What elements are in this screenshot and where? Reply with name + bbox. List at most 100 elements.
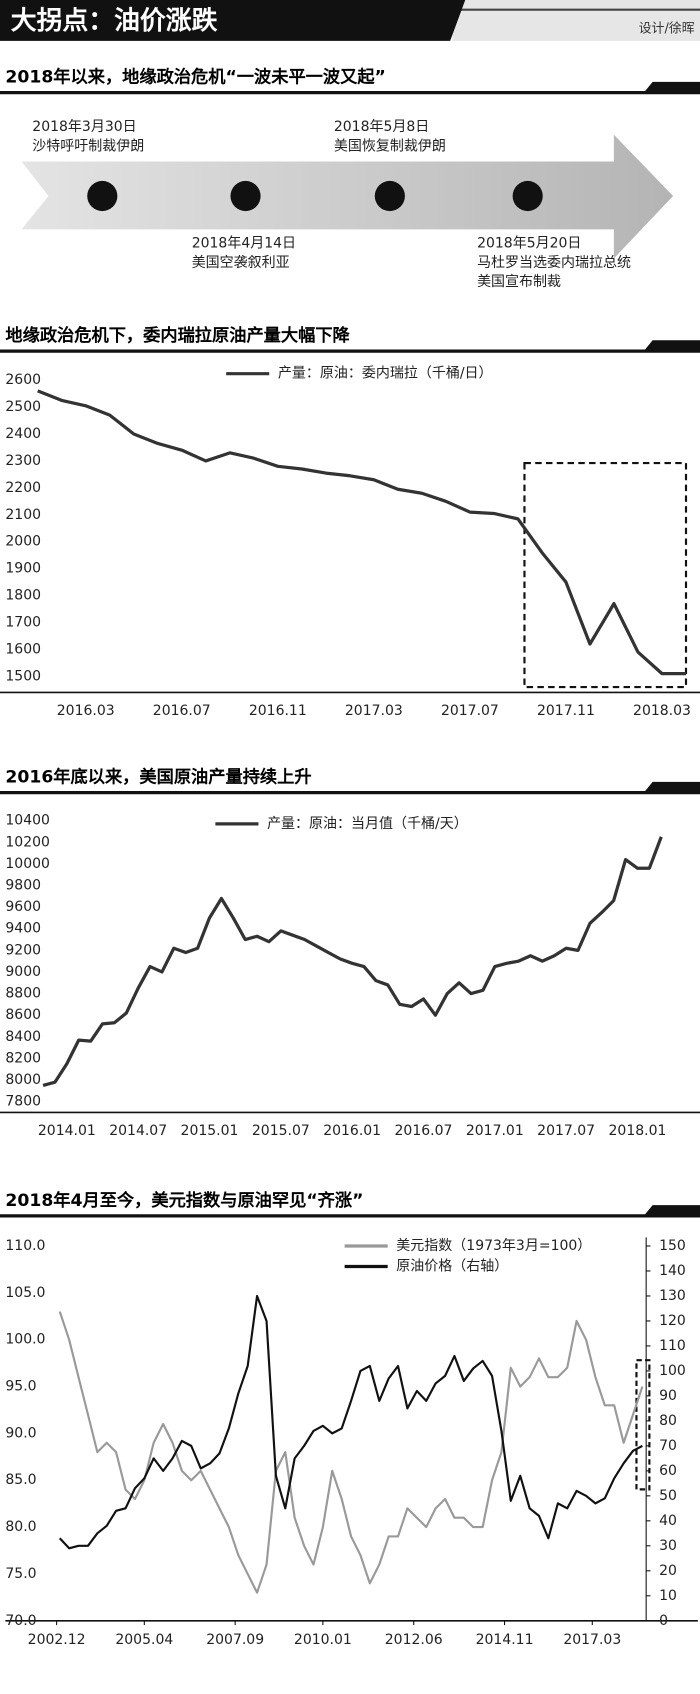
- series-line: [42, 836, 663, 1087]
- legend-label: 原油价格（右轴）: [396, 1258, 508, 1274]
- x-tick-label: 2018.01: [609, 1123, 667, 1139]
- y2-tick-label: 80: [659, 1413, 677, 1429]
- x-tick-label: 2015.07: [252, 1123, 310, 1139]
- y2-tick-label: 90: [659, 1388, 677, 1404]
- y-tick-label: 95.0: [5, 1379, 36, 1395]
- x-tick-label: 2010.01: [294, 1632, 352, 1648]
- y2-tick-label: 140: [659, 1263, 686, 1279]
- y-tick-label: 1700: [5, 614, 41, 630]
- y2-tick-label: 30: [659, 1538, 677, 1554]
- y2-tick-label: 100: [659, 1363, 686, 1379]
- timeline-dot: [512, 180, 543, 212]
- y-tick-label: 2100: [5, 507, 41, 523]
- event-text: 美国恢复制裁伊朗: [334, 137, 446, 154]
- x-tick-label: 2016.07: [153, 703, 211, 719]
- y-tick-label: 90.0: [5, 1425, 36, 1441]
- y-tick-label: 9400: [5, 921, 41, 937]
- y-tick-label: 1500: [5, 668, 41, 684]
- x-tick-label: 2016.01: [323, 1123, 381, 1139]
- page-title: 大拐点：油价涨跌: [11, 5, 218, 36]
- y2-tick-label: 60: [659, 1463, 677, 1479]
- y2-tick-label: 130: [659, 1288, 686, 1304]
- y-tick-label: 8400: [5, 1029, 41, 1045]
- x-tick-label: 2014.11: [476, 1632, 534, 1648]
- y-tick-label: 8800: [5, 986, 41, 1002]
- y-tick-label: 9200: [5, 942, 41, 958]
- event-text: 马杜罗当选委内瑞拉总统: [477, 255, 631, 271]
- event-date: 2018年3月30日: [32, 119, 136, 135]
- y-tick-label: 105.0: [5, 1285, 45, 1301]
- y2-tick-label: 40: [659, 1513, 677, 1529]
- event-text: 美国空袭叙利亚: [192, 254, 290, 271]
- y-tick-label: 75.0: [5, 1566, 36, 1582]
- x-tick-label: 2002.12: [28, 1632, 86, 1648]
- event-text: 美国宣布制裁: [477, 274, 561, 290]
- x-tick-label: 2014.07: [109, 1123, 167, 1139]
- event-date: 2018年4月14日: [192, 235, 296, 251]
- x-tick-label: 2015.01: [181, 1123, 239, 1139]
- section-tab: [642, 81, 700, 94]
- y2-tick-label: 120: [659, 1313, 686, 1329]
- section-tab: [642, 781, 700, 794]
- y-tick-label: 8000: [5, 1072, 41, 1088]
- series-line: [58, 1311, 644, 1594]
- x-tick-label: 2016.07: [395, 1123, 453, 1139]
- y-tick-label: 2300: [5, 453, 41, 469]
- section-tab: [642, 1205, 700, 1217]
- y-tick-label: 1900: [5, 561, 41, 577]
- y-tick-label: 2500: [5, 399, 41, 415]
- y-tick-label: 2000: [5, 534, 41, 550]
- x-tick-label: 2017.11: [537, 703, 595, 719]
- x-tick-label: 2007.09: [206, 1632, 264, 1648]
- y-tick-label: 110.0: [5, 1238, 45, 1254]
- x-tick-label: 2017.07: [441, 703, 499, 719]
- x-tick-label: 2012.06: [385, 1632, 443, 1648]
- legend-label: 产量：原油：当月值（千桶/天）: [267, 816, 468, 832]
- y-tick-label: 2600: [5, 372, 41, 388]
- section-title: 地缘政治危机下，委内瑞拉原油产量大幅下降: [5, 325, 350, 346]
- x-tick-label: 2016.11: [249, 703, 307, 719]
- event-date: 2018年5月20日: [477, 235, 581, 251]
- y-tick-label: 9000: [5, 964, 41, 980]
- legend-label: 产量：原油：委内瑞拉（千桶/日）: [278, 366, 493, 382]
- x-tick-label: 2016.03: [57, 703, 115, 719]
- y-tick-label: 1800: [5, 588, 41, 604]
- highlight-box: [523, 462, 688, 689]
- x-tick-label: 2014.01: [38, 1123, 96, 1139]
- y2-tick-label: 110: [659, 1338, 686, 1354]
- timeline-dot: [230, 180, 261, 212]
- y-tick-label: 2200: [5, 480, 41, 496]
- y2-tick-label: 150: [659, 1238, 686, 1254]
- section-tab: [642, 340, 700, 353]
- section-title: 2018年以来，地缘政治危机“一波未平一波又起”: [5, 67, 385, 88]
- y-tick-label: 7800: [5, 1094, 41, 1110]
- y-tick-label: 9800: [5, 878, 41, 894]
- x-tick-label: 2005.04: [115, 1632, 173, 1648]
- event-text: 沙特呼吁制裁伊朗: [32, 138, 144, 154]
- y-tick-label: 2400: [5, 426, 41, 442]
- header-strip: [452, 0, 700, 41]
- event-date: 2018年5月8日: [334, 119, 429, 135]
- section-title: 2016年底以来，美国原油产量持续上升: [5, 767, 311, 788]
- y2-tick-label: 70: [659, 1438, 677, 1454]
- y-tick-label: 8600: [5, 1007, 41, 1023]
- y2-tick-label: 0: [659, 1613, 668, 1629]
- y-tick-label: 8200: [5, 1050, 41, 1066]
- y-tick-label: 100.0: [5, 1332, 45, 1348]
- y-tick-label: 10000: [5, 856, 50, 872]
- y-tick-label: 85.0: [5, 1472, 36, 1488]
- y-tick-label: 10400: [5, 813, 50, 829]
- header-band: [0, 0, 466, 41]
- timeline-dot: [374, 180, 405, 212]
- y2-tick-label: 50: [659, 1488, 677, 1504]
- x-tick-label: 2017.07: [537, 1123, 595, 1139]
- y-tick-label: 10200: [5, 834, 50, 850]
- x-tick-label: 2017.01: [466, 1123, 524, 1139]
- y-tick-label: 70.0: [5, 1613, 36, 1629]
- y-tick-label: 80.0: [5, 1519, 36, 1535]
- y-tick-label: 9600: [5, 899, 41, 915]
- legend-label: 美元指数（1973年3月=100）: [396, 1238, 591, 1254]
